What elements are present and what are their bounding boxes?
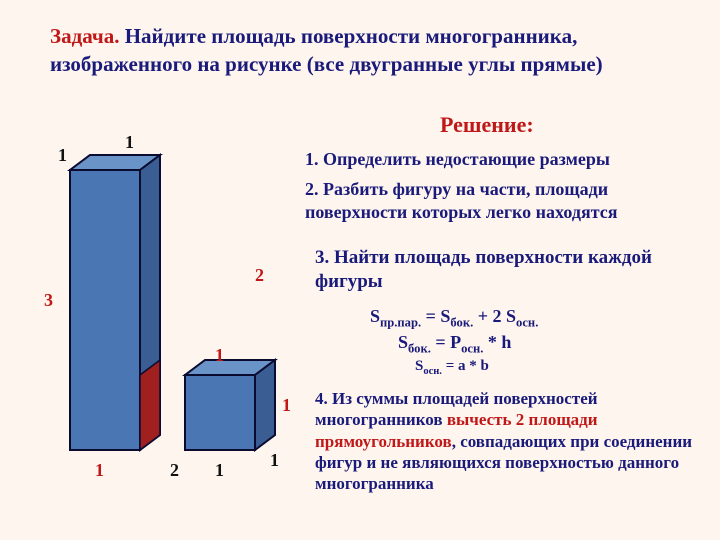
- lbl-tall-left: 3: [44, 290, 53, 311]
- f1-plus: + 2: [478, 306, 502, 326]
- formula-2: Sбок. = Pосн. * h: [398, 332, 511, 357]
- solution-header: Решение:: [440, 112, 534, 138]
- f1-r1: Sбок.: [440, 306, 473, 326]
- title-rest: Найдите площадь поверхности многогранник…: [50, 24, 603, 76]
- lbl-cube-bottom-right: 1: [270, 450, 279, 471]
- lbl-tall-top-left: 1: [58, 145, 67, 166]
- lbl-cube-top: 1: [215, 345, 224, 366]
- lbl-tall-bottom: 1: [95, 460, 104, 481]
- tall-front: [70, 170, 140, 450]
- formula-3: Sосн. = a * b: [415, 358, 489, 377]
- cube-side: [255, 360, 275, 450]
- f1-r2: Sосн.: [506, 306, 538, 326]
- f2-r1: Pосн.: [450, 332, 483, 352]
- f2-eq: =: [435, 332, 450, 352]
- step-2: 2. Разбить фигуру на части, площади пове…: [305, 178, 700, 223]
- cube-front: [185, 375, 255, 450]
- f1-lhs: Sпр.пар.: [370, 306, 421, 326]
- figure-scene: 1 1 3 2 1 2 1 1 1 1: [30, 130, 300, 520]
- task-title: Задача. Найдите площадь поверхности мног…: [50, 22, 690, 79]
- step-3: 3. Найти площадь поверхности каждой фигу…: [315, 246, 700, 294]
- f2-lhs: Sбок.: [398, 332, 431, 352]
- tall-inset: [140, 360, 160, 450]
- formula-1: Sпр.пар. = Sбок. + 2 Sосн.: [370, 306, 538, 331]
- lbl-tall-bottom2: 2: [170, 460, 179, 481]
- title-word1: Задача.: [50, 24, 119, 48]
- f1-eq: =: [426, 306, 441, 326]
- lbl-cube-right: 1: [282, 395, 291, 416]
- lbl-tall-top-right: 1: [125, 132, 134, 153]
- lbl-tall-right: 2: [255, 265, 264, 286]
- lbl-cube-bottom-left: 1: [215, 460, 224, 481]
- step-4: 4. Из суммы площадей поверхностей многог…: [315, 388, 705, 494]
- step-1: 1. Определить недостающие размеры: [305, 148, 700, 171]
- f2-mul: * h: [488, 332, 512, 352]
- shapes-svg: [30, 130, 300, 520]
